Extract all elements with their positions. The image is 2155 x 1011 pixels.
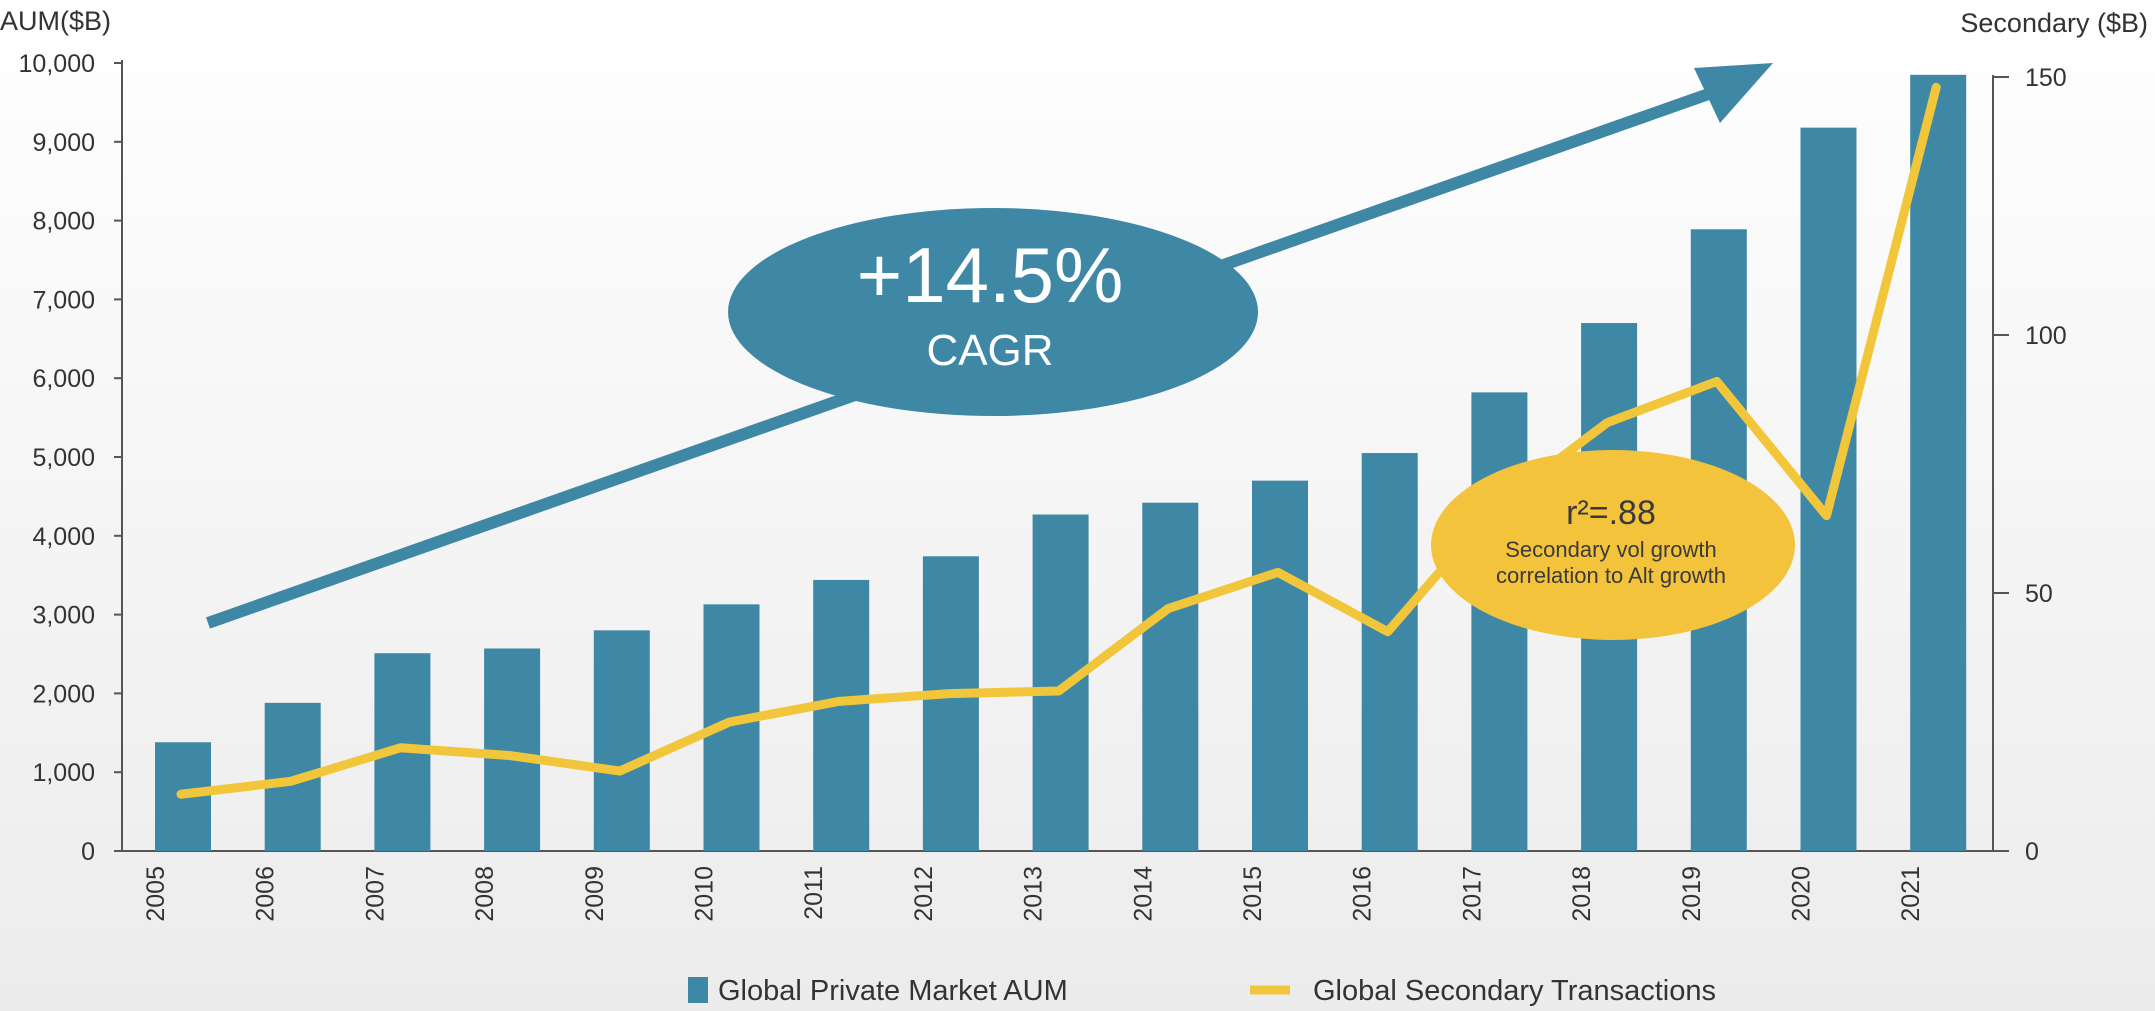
correlation-line2: correlation to Alt growth <box>1496 563 1726 588</box>
right-tick-label: 50 <box>2025 580 2053 608</box>
left-tick-label: 8,000 <box>32 208 95 236</box>
secondary-point-2006 <box>289 780 292 783</box>
left-tick-label: 6,000 <box>32 365 95 393</box>
left-tick-label: 10,000 <box>19 50 95 78</box>
bar-2016 <box>1361 453 1418 851</box>
x-tick-label: 2021 <box>1897 866 1925 922</box>
right-tick-label: 0 <box>2025 838 2039 866</box>
bar-2013 <box>1032 514 1089 851</box>
x-tick-label: 2008 <box>471 866 499 922</box>
right-tick-label: 150 <box>2025 64 2067 92</box>
x-tick-label: 2018 <box>1568 866 1596 922</box>
x-tick-label: 2013 <box>1020 866 1048 922</box>
left-tick-label: 7,000 <box>32 286 95 314</box>
left-tick-label: 3,000 <box>32 602 95 630</box>
secondary-point-2007 <box>399 746 402 749</box>
secondary-line <box>176 82 1941 799</box>
secondary-point-2012 <box>947 692 950 695</box>
bar-2021 <box>1910 74 1967 851</box>
secondary-point-2018 <box>1606 421 1609 424</box>
left-tick-label: 9,000 <box>32 129 95 157</box>
legend: Global Private Market AUM Global Seconda… <box>688 975 1716 1007</box>
secondary-point-2014 <box>1167 607 1170 610</box>
secondary-point-2009 <box>618 770 621 773</box>
secondary-point-2013 <box>1057 690 1060 693</box>
bar-2012 <box>922 556 979 851</box>
right-tick-label: 100 <box>2025 322 2067 350</box>
secondary-series-line <box>176 82 1941 799</box>
bar-2009 <box>593 630 650 851</box>
x-tick-label: 2014 <box>1129 866 1157 922</box>
x-tick-label: 2015 <box>1239 866 1267 922</box>
correlation-line1: Secondary vol growth <box>1505 537 1717 562</box>
x-tick-label: 2007 <box>361 866 389 922</box>
left-axis-label: AUM($B) <box>0 6 111 36</box>
bar-2008 <box>484 648 541 851</box>
bar-2011 <box>813 579 870 851</box>
x-tick-label: 2017 <box>1458 866 1486 922</box>
x-tick-label: 2016 <box>1349 866 1377 922</box>
secondary-point-2020 <box>1825 514 1828 517</box>
right-axis-ticks: 0 50 100 150 <box>1993 64 2067 866</box>
left-tick-label: 4,000 <box>32 523 95 551</box>
secondary-point-2010 <box>728 721 731 723</box>
secondary-point-2021 <box>1935 86 1938 89</box>
x-tick-label: 2020 <box>1788 866 1816 922</box>
legend-label-secondary: Global Secondary Transactions <box>1313 975 1716 1007</box>
x-tick-label: 2012 <box>910 866 938 922</box>
x-tick-label: 2005 <box>142 866 170 922</box>
x-tick-label: 2006 <box>252 866 280 922</box>
x-tick-label: 2019 <box>1678 866 1706 922</box>
bar-2014 <box>1142 502 1199 851</box>
cagr-label: CAGR <box>926 326 1053 375</box>
x-tick-label: 2009 <box>581 866 609 922</box>
correlation-value: r²=.88 <box>1566 494 1656 532</box>
secondary-point-2016 <box>1386 630 1389 633</box>
cagr-bubble: +14.5% CAGR <box>728 208 1258 416</box>
x-axis-ticks: 2005 2006 2007 2008 2009 2010 2011 2012 2013 2014… <box>142 866 1925 922</box>
left-tick-label: 5,000 <box>32 444 95 472</box>
right-axis-label: Secondary ($B) <box>1960 8 2148 38</box>
left-tick-label: 0 <box>81 838 95 866</box>
left-tick-label: 2,000 <box>32 680 95 708</box>
secondary-point-2005 <box>180 793 182 796</box>
left-axis-ticks: 0 1,000 2,000 3,000 4,000 5,000 6,000 7,000 8,00… <box>19 50 122 866</box>
secondary-point-2011 <box>838 700 841 703</box>
x-tick-label: 2010 <box>691 866 719 922</box>
secondary-point-2015 <box>1277 571 1279 574</box>
cagr-value: +14.5% <box>857 231 1124 319</box>
secondary-point-2008 <box>509 754 512 757</box>
legend-label-aum: Global Private Market AUM <box>718 975 1068 1007</box>
bar-2015 <box>1252 480 1308 851</box>
x-tick-label: 2011 <box>800 866 828 920</box>
correlation-bubble: r²=.88 Secondary vol growth correlation … <box>1431 450 1795 640</box>
left-tick-label: 1,000 <box>32 759 95 787</box>
secondary-point-2019 <box>1715 380 1718 383</box>
legend-swatch-aum <box>688 977 708 1003</box>
